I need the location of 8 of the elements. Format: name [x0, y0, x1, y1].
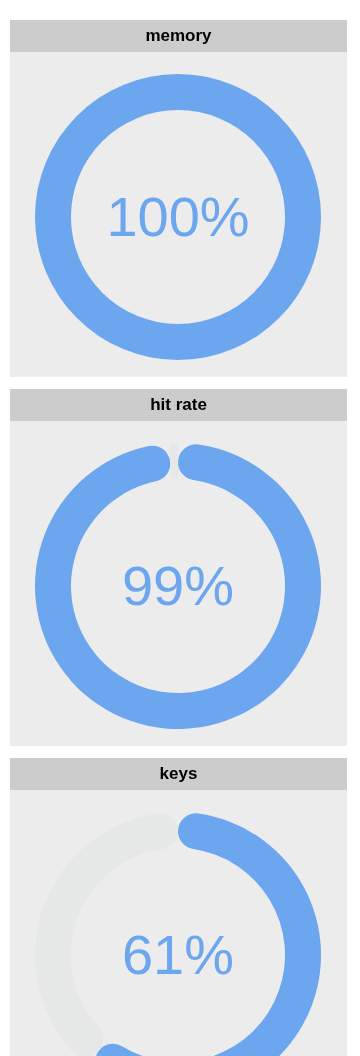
text: 61% [121, 923, 235, 986]
text: 100% [106, 185, 250, 248]
donut-slice [169, 443, 178, 480]
donut-slice [35, 444, 321, 729]
text: 99% [121, 554, 235, 617]
chart-title: hit rate [150, 395, 207, 414]
chart-title: keys [159, 764, 198, 783]
chart-title: memory [145, 26, 213, 45]
